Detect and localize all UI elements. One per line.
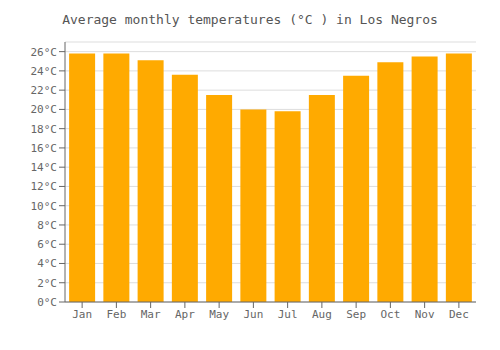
svg-text:Nov: Nov — [415, 308, 435, 321]
svg-text:10°C: 10°C — [31, 200, 58, 213]
svg-text:20°C: 20°C — [31, 103, 58, 116]
svg-text:16°C: 16°C — [31, 142, 58, 155]
svg-text:26°C: 26°C — [31, 46, 58, 59]
svg-text:Sep: Sep — [346, 308, 366, 321]
svg-text:Feb: Feb — [106, 308, 126, 321]
svg-text:8°C: 8°C — [37, 219, 57, 232]
html-text:Average monthly temperatures (: Average monthly temperatures (°C ) in Lo… — [62, 12, 438, 27]
svg-text:May: May — [209, 308, 229, 321]
svg-text:Jan: Jan — [72, 308, 92, 321]
svg-text:Dec: Dec — [449, 308, 469, 321]
svg-text:Aug: Aug — [312, 308, 332, 321]
svg-text:12°C: 12°C — [31, 180, 58, 193]
svg-text:18°C: 18°C — [31, 123, 58, 136]
svg-text:24°C: 24°C — [31, 65, 58, 78]
svg-text:6°C: 6°C — [37, 238, 57, 251]
svg-text:14°C: 14°C — [31, 161, 58, 174]
svg-text:Oct: Oct — [380, 308, 400, 321]
svg-text:0°C: 0°C — [37, 296, 57, 309]
svg-text:Jun: Jun — [243, 308, 263, 321]
svg-text:Mar: Mar — [141, 308, 161, 321]
svg-text:22°C: 22°C — [31, 84, 58, 97]
svg-text:4°C: 4°C — [37, 257, 57, 270]
svg-text:Jul: Jul — [278, 308, 298, 321]
svg-text:Apr: Apr — [175, 308, 195, 321]
svg-text:2°C: 2°C — [37, 277, 57, 290]
